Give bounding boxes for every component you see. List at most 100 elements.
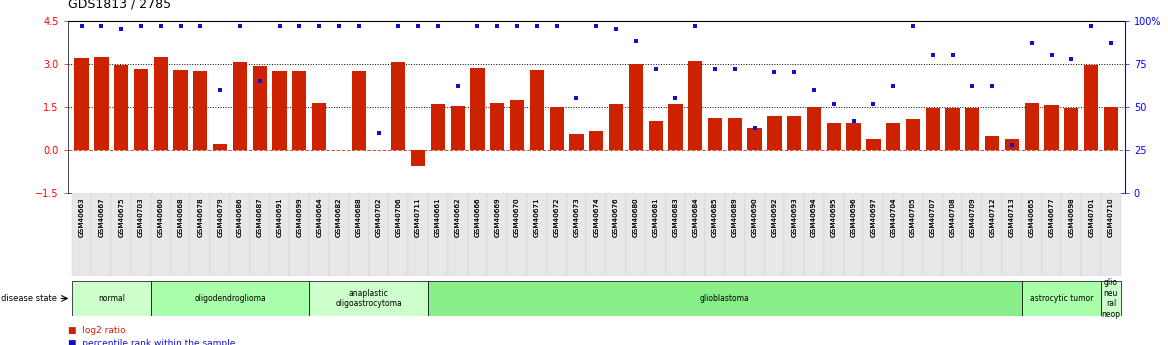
Bar xyxy=(1084,65,1098,150)
Text: GSM40692: GSM40692 xyxy=(771,197,778,237)
Text: ■  log2 ratio: ■ log2 ratio xyxy=(68,326,125,335)
Text: GSM40669: GSM40669 xyxy=(494,197,500,237)
Text: GSM40666: GSM40666 xyxy=(474,197,480,237)
Bar xyxy=(1064,108,1078,150)
Bar xyxy=(1082,193,1101,276)
Bar xyxy=(945,108,960,150)
Point xyxy=(1062,56,1080,61)
Point xyxy=(844,118,863,124)
Text: GSM40673: GSM40673 xyxy=(573,197,579,237)
Text: GSM40676: GSM40676 xyxy=(613,197,619,237)
Text: GSM40706: GSM40706 xyxy=(395,197,402,237)
Text: GSM40695: GSM40695 xyxy=(830,197,836,237)
Text: GSM40671: GSM40671 xyxy=(534,197,540,237)
Point xyxy=(152,23,171,29)
Text: GSM40707: GSM40707 xyxy=(930,197,936,237)
Text: GSM40661: GSM40661 xyxy=(434,197,440,237)
Point xyxy=(982,83,1001,89)
Text: GSM40674: GSM40674 xyxy=(593,197,599,237)
Bar xyxy=(823,193,843,276)
Bar xyxy=(292,71,306,150)
Text: GSM40685: GSM40685 xyxy=(712,197,718,237)
Bar xyxy=(728,118,742,150)
Bar xyxy=(1004,139,1018,150)
Bar xyxy=(586,193,606,276)
Text: GSM40670: GSM40670 xyxy=(514,197,520,237)
Bar xyxy=(173,70,188,150)
Text: astrocytic tumor: astrocytic tumor xyxy=(1030,294,1093,303)
Text: glioblastoma: glioblastoma xyxy=(700,294,750,303)
Bar xyxy=(352,71,366,150)
Bar xyxy=(906,119,920,150)
Text: GSM40667: GSM40667 xyxy=(98,197,104,237)
Text: GSM40672: GSM40672 xyxy=(554,197,559,237)
Text: GSM40680: GSM40680 xyxy=(633,197,639,237)
Point xyxy=(745,125,764,130)
Text: GSM40671: GSM40671 xyxy=(534,197,540,237)
Bar xyxy=(807,107,821,150)
Bar xyxy=(547,193,566,276)
Point xyxy=(805,87,823,92)
Bar xyxy=(71,193,91,276)
Text: GSM40696: GSM40696 xyxy=(850,197,856,237)
Bar xyxy=(1042,193,1062,276)
Bar xyxy=(609,104,624,150)
Text: GSM40662: GSM40662 xyxy=(454,197,460,237)
Text: GSM40701: GSM40701 xyxy=(1089,197,1094,237)
Text: GSM40677: GSM40677 xyxy=(1049,197,1055,237)
Bar xyxy=(411,150,425,166)
Point xyxy=(785,70,804,75)
Bar xyxy=(151,281,310,316)
Bar xyxy=(745,193,765,276)
Bar xyxy=(867,139,881,150)
Bar xyxy=(71,281,151,316)
Bar xyxy=(843,193,863,276)
Text: GSM40684: GSM40684 xyxy=(693,197,698,237)
Bar xyxy=(290,193,310,276)
Text: glio
neu
ral
neop: glio neu ral neop xyxy=(1101,278,1120,318)
Point xyxy=(250,78,269,84)
Text: GSM40693: GSM40693 xyxy=(791,197,798,237)
Text: GSM40709: GSM40709 xyxy=(969,197,975,237)
Bar xyxy=(1024,103,1038,150)
Bar xyxy=(91,193,111,276)
Text: GSM40676: GSM40676 xyxy=(613,197,619,237)
Text: disease state: disease state xyxy=(1,294,57,303)
Text: GSM40707: GSM40707 xyxy=(930,197,936,237)
Bar xyxy=(391,61,405,150)
Text: GSM40678: GSM40678 xyxy=(197,197,203,237)
Point xyxy=(369,130,388,136)
Bar xyxy=(250,193,270,276)
Bar xyxy=(171,193,190,276)
Text: GSM40665: GSM40665 xyxy=(1029,197,1035,237)
Bar xyxy=(312,103,326,150)
Bar xyxy=(787,116,801,150)
Bar xyxy=(1101,281,1121,316)
Point xyxy=(210,87,229,92)
Text: GSM40698: GSM40698 xyxy=(1069,197,1075,237)
Text: GSM40701: GSM40701 xyxy=(1089,197,1094,237)
Point xyxy=(568,96,586,101)
Text: GSM40661: GSM40661 xyxy=(434,197,440,237)
Text: GSM40663: GSM40663 xyxy=(78,197,84,237)
Point xyxy=(1101,40,1120,46)
Point xyxy=(904,23,923,29)
Text: GSM40693: GSM40693 xyxy=(791,197,798,237)
Text: GSM40668: GSM40668 xyxy=(178,197,183,237)
Point xyxy=(864,101,883,106)
Point xyxy=(132,23,151,29)
Bar xyxy=(270,193,290,276)
Point xyxy=(112,27,131,32)
Bar xyxy=(1022,281,1101,316)
Bar xyxy=(887,123,901,150)
Text: GSM40682: GSM40682 xyxy=(336,197,342,237)
Bar xyxy=(688,61,702,150)
Bar xyxy=(804,193,823,276)
Point xyxy=(468,23,487,29)
Point xyxy=(528,23,547,29)
Bar xyxy=(765,193,785,276)
Text: GSM40690: GSM40690 xyxy=(752,197,758,237)
Point xyxy=(944,52,962,58)
Text: GSM40696: GSM40696 xyxy=(850,197,856,237)
Text: GSM40712: GSM40712 xyxy=(989,197,995,237)
